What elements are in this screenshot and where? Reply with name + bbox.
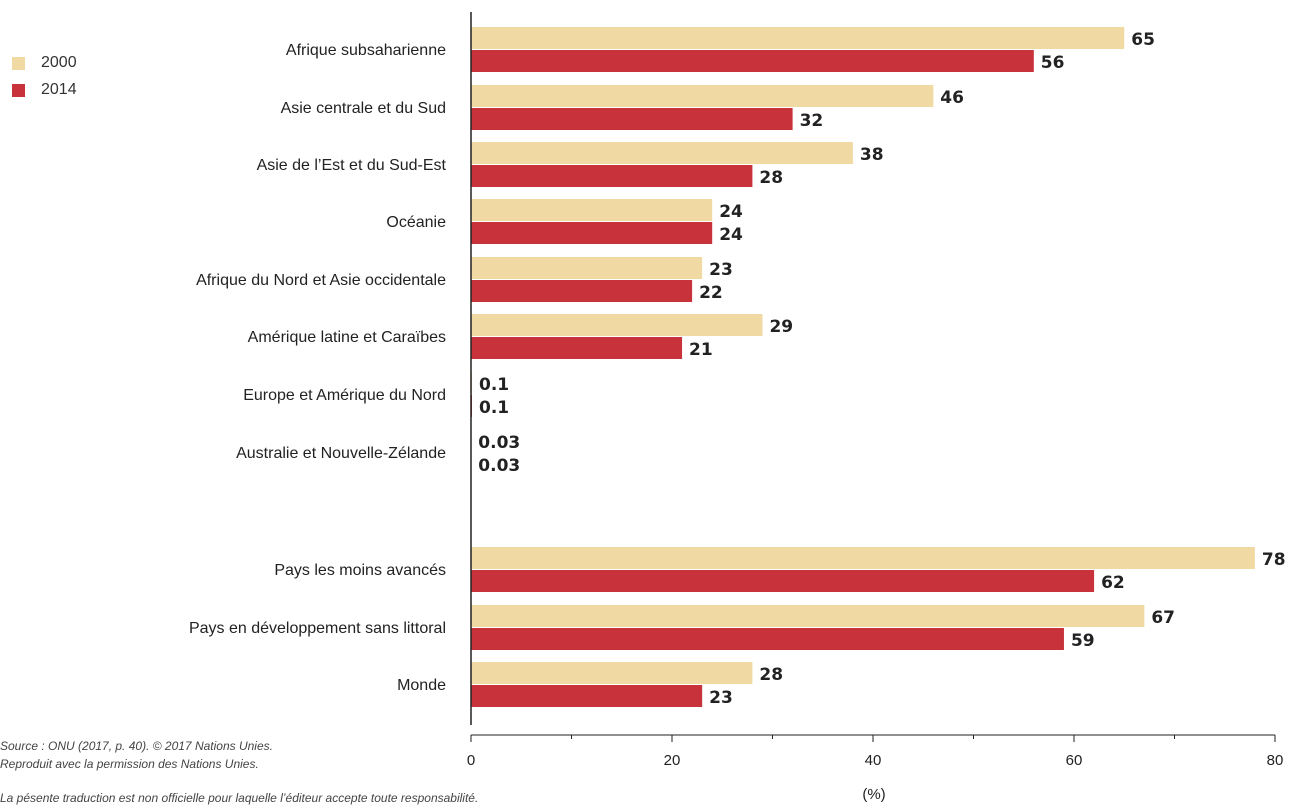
bar-2000-pays-les-moins-avances: [471, 547, 1255, 569]
bar-2014-afrique-subsaharienne: [471, 50, 1034, 72]
value-label-2000-pays-en-developpement-sans-littoral: 67: [1151, 608, 1175, 628]
bar-2000-asie-centrale-et-du-sud: [471, 85, 933, 107]
value-label-2014-pays-en-developpement-sans-littoral: 59: [1071, 631, 1095, 651]
category-label-monde: Monde: [397, 677, 446, 694]
source-line-1: Source : ONU (2017, p. 40). © 2017 Natio…: [0, 737, 273, 755]
category-label-oceanie: Océanie: [386, 214, 446, 231]
value-label-2000-pays-les-moins-avances: 78: [1262, 550, 1286, 570]
value-label-2014-asie-centrale-et-du-sud: 32: [800, 111, 824, 131]
bar-2014-asie-de-l-est-et-du-sud-est: [471, 165, 752, 187]
x-tick-label-0: 0: [467, 752, 475, 769]
bar-2014-oceanie: [471, 222, 712, 244]
value-label-2000-afrique-subsaharienne: 65: [1131, 30, 1155, 50]
value-label-2014-europe-et-amerique-du-nord: 0.1: [479, 398, 509, 418]
category-label-asie-de-l-est-et-du-sud-est: Asie de l’Est et du Sud-Est: [257, 157, 447, 174]
category-label-afrique-du-nord-et-asie-occidentale: Afrique du Nord et Asie occidentale: [196, 272, 446, 289]
legend-item-2014: 2014: [12, 80, 77, 100]
bar-2000-afrique-du-nord-et-asie-occidentale: [471, 257, 702, 279]
x-tick-label-40: 40: [865, 752, 882, 769]
bar-2014-pays-en-developpement-sans-littoral: [471, 628, 1064, 650]
category-label-amerique-latine-et-caraibes: Amérique latine et Caraïbes: [248, 329, 446, 346]
value-label-2014-asie-de-l-est-et-du-sud-est: 28: [759, 168, 783, 188]
legend: 2000 2014: [12, 53, 77, 107]
bar-2000-oceanie: [471, 199, 712, 221]
category-label-pays-les-moins-avances: Pays les moins avancés: [274, 562, 446, 579]
x-tick-label-80: 80: [1267, 752, 1284, 769]
bar-2000-afrique-subsaharienne: [471, 27, 1124, 49]
value-label-2000-europe-et-amerique-du-nord: 0.1: [479, 375, 509, 395]
legend-swatch-2014: [12, 84, 25, 97]
bar-2000-pays-en-developpement-sans-littoral: [471, 605, 1144, 627]
value-label-2000-amerique-latine-et-caraibes: 29: [769, 317, 793, 337]
value-label-2000-afrique-du-nord-et-asie-occidentale: 23: [709, 260, 733, 280]
legend-item-2000: 2000: [12, 53, 77, 73]
value-label-2000-asie-de-l-est-et-du-sud-est: 38: [860, 145, 884, 165]
bar-2014-afrique-du-nord-et-asie-occidentale: [471, 280, 692, 302]
category-label-asie-centrale-et-du-sud: Asie centrale et du Sud: [281, 100, 446, 117]
x-tick-label-60: 60: [1066, 752, 1083, 769]
value-label-2014-pays-les-moins-avances: 62: [1101, 573, 1125, 593]
legend-label-2000: 2000: [41, 54, 77, 72]
value-label-2014-monde: 23: [709, 688, 733, 708]
bar-2014-asie-centrale-et-du-sud: [471, 108, 793, 130]
value-label-2000-monde: 28: [759, 665, 783, 685]
x-axis-label: (%): [862, 786, 886, 803]
bar-2014-monde: [471, 685, 702, 707]
bar-2000-amerique-latine-et-caraibes: [471, 314, 762, 336]
legend-swatch-2000: [12, 57, 25, 70]
translation-note: La pésente traduction est non officielle…: [0, 791, 478, 805]
value-label-2014-amerique-latine-et-caraibes: 21: [689, 340, 713, 360]
source-line-2: Reproduit avec la permission des Nations…: [0, 755, 273, 773]
value-label-2000-asie-centrale-et-du-sud: 46: [940, 88, 964, 108]
value-label-2000-australie-et-nouvelle-zelande: 0.03: [478, 433, 520, 453]
value-label-2014-australie-et-nouvelle-zelande: 0.03: [478, 456, 520, 476]
value-label-2014-oceanie: 24: [719, 225, 743, 245]
bar-2014-amerique-latine-et-caraibes: [471, 337, 682, 359]
source-note: Source : ONU (2017, p. 40). © 2017 Natio…: [0, 737, 273, 773]
category-label-pays-en-developpement-sans-littoral: Pays en développement sans littoral: [189, 620, 446, 637]
bar-2000-asie-de-l-est-et-du-sud-est: [471, 142, 853, 164]
legend-label-2014: 2014: [41, 81, 77, 99]
bar-2014-pays-les-moins-avances: [471, 570, 1094, 592]
category-label-australie-et-nouvelle-zelande: Australie et Nouvelle-Zélande: [236, 445, 446, 462]
category-label-europe-et-amerique-du-nord: Europe et Amérique du Nord: [243, 387, 446, 404]
value-label-2014-afrique-subsaharienne: 56: [1041, 53, 1065, 73]
value-label-2014-afrique-du-nord-et-asie-occidentale: 22: [699, 283, 723, 303]
category-label-afrique-subsaharienne: Afrique subsaharienne: [286, 42, 446, 59]
x-tick-label-20: 20: [664, 752, 681, 769]
value-label-2000-oceanie: 24: [719, 202, 743, 222]
bar-2000-monde: [471, 662, 752, 684]
